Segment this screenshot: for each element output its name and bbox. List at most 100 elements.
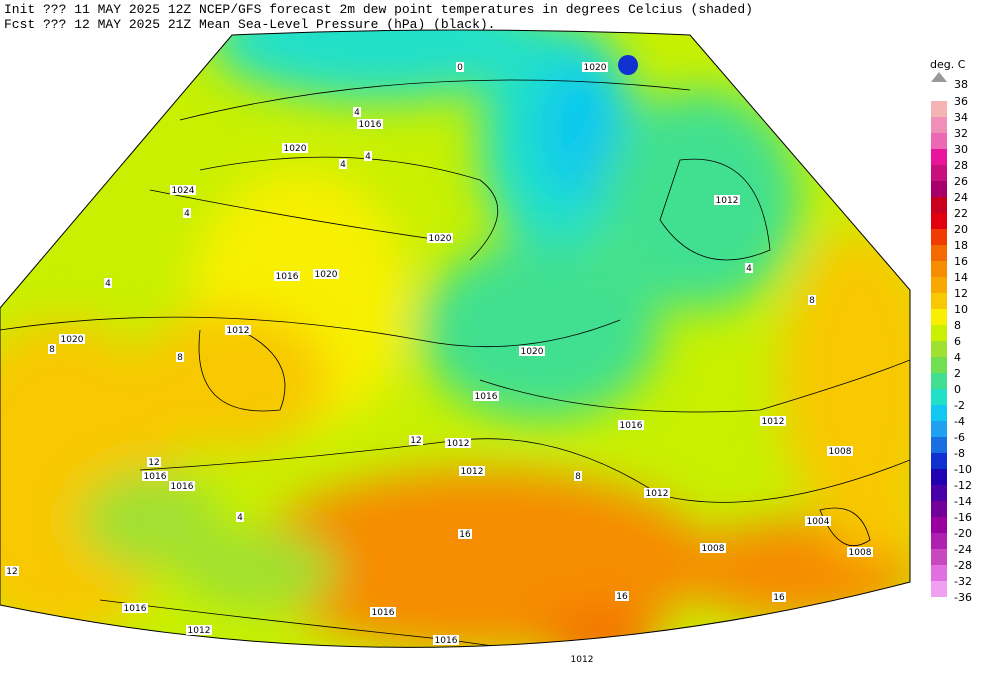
contour-label-text: 1012 xyxy=(227,326,250,336)
header-line: Fcst ??? 12 MAY 2025 21Z Mean Sea-Level … xyxy=(4,17,495,32)
colorbar-label: 8 xyxy=(954,319,961,332)
contour-label: 4 xyxy=(364,151,372,162)
contour-label-box xyxy=(456,62,464,72)
colorbar-label: -12 xyxy=(954,479,972,492)
contour-label-text: 1016 xyxy=(435,636,458,646)
contour-label: 1012 xyxy=(569,654,595,665)
contour-label: 1008 xyxy=(847,547,873,558)
contour-label-text: 1008 xyxy=(702,544,725,554)
colorbar-label: 12 xyxy=(954,287,968,300)
contour-label: 1016 xyxy=(433,635,459,646)
contour-label-box xyxy=(274,271,300,281)
contour-label-text: 8 xyxy=(575,472,581,482)
contour-label-box xyxy=(48,344,56,354)
contour-label-text: 4 xyxy=(340,160,346,170)
contour-label-box xyxy=(364,151,372,161)
colorbar-box xyxy=(931,485,947,501)
contour-label: 12 xyxy=(147,457,161,468)
contour-label: 1020 xyxy=(313,269,339,280)
colorbar-box xyxy=(931,453,947,469)
contour-label: 1016 xyxy=(122,603,148,614)
contour-label: 1016 xyxy=(618,420,644,431)
colorbar-label: 0 xyxy=(954,383,961,396)
colorbar-box xyxy=(931,517,947,533)
contour-label-box xyxy=(760,416,786,426)
contour-label-box xyxy=(370,607,396,617)
colorbar-label: -10 xyxy=(954,463,972,476)
contour-label-box xyxy=(574,471,582,481)
contour-label-box xyxy=(433,635,459,645)
contour-label-text: 1016 xyxy=(620,421,643,431)
colorbar-box xyxy=(931,469,947,485)
contour-label-box xyxy=(618,420,644,430)
colorbar-box xyxy=(931,421,947,437)
contour-label-text: 1012 xyxy=(447,439,470,449)
contour-label: 4 xyxy=(236,512,244,523)
colorbar-box xyxy=(931,133,947,149)
contour-label: 16 xyxy=(615,591,629,602)
contour-label-box xyxy=(458,529,472,539)
contour-label-box xyxy=(805,516,831,526)
contour-label-text: 1016 xyxy=(144,472,167,482)
contour-label-box xyxy=(459,466,485,476)
colorbar-box xyxy=(931,581,947,597)
colorbar-box xyxy=(931,181,947,197)
contour-label: 1016 xyxy=(274,271,300,282)
contour-label: 8 xyxy=(176,352,184,363)
contour-label: 0 xyxy=(456,62,464,73)
contour-label-text: 4 xyxy=(184,209,190,219)
colorbar-label: 22 xyxy=(954,207,968,220)
contour-label-text: 16 xyxy=(773,593,785,603)
contour-label: 1024 xyxy=(170,185,196,196)
colorbar-box xyxy=(931,293,947,309)
colorbar-box xyxy=(931,245,947,261)
contour-label: 4 xyxy=(339,159,347,170)
contour-label: 8 xyxy=(574,471,582,482)
colorbar-box xyxy=(931,117,947,133)
colorbar-box xyxy=(931,389,947,405)
contour-label-text: 1020 xyxy=(61,335,84,345)
colorbar-box xyxy=(931,197,947,213)
contour-label: 12 xyxy=(5,566,19,577)
contour-label-text: 1020 xyxy=(584,63,607,73)
contour-label-box xyxy=(339,159,347,169)
contour-label-text: 8 xyxy=(177,353,183,363)
contour-label-box xyxy=(104,278,112,288)
colorbar-label: 28 xyxy=(954,159,968,172)
contour-label-box xyxy=(282,143,308,153)
colorbar-arrow xyxy=(931,72,947,82)
contour-label-box xyxy=(519,346,545,356)
colorbar-label: 34 xyxy=(954,111,968,124)
contour-label-text: 1008 xyxy=(829,447,852,457)
contour-label-text: 4 xyxy=(746,264,752,274)
colorbar-label: 24 xyxy=(954,191,968,204)
contour-label-box xyxy=(409,435,423,445)
contour-label-box xyxy=(582,62,608,72)
colorbar-box xyxy=(931,501,947,517)
colorbar-box xyxy=(931,213,947,229)
contour-label-text: 0 xyxy=(457,63,463,73)
colorbar-box xyxy=(931,149,947,165)
colorbar-box xyxy=(931,165,947,181)
contour-label-text: 4 xyxy=(237,513,243,523)
contour-label: 16 xyxy=(772,592,786,603)
contour-label: 1016 xyxy=(370,607,396,618)
contour-label: 1020 xyxy=(427,233,453,244)
contour-label: 1020 xyxy=(59,334,85,345)
contour-label: 4 xyxy=(353,107,361,118)
colorbar-box xyxy=(931,549,947,565)
colorbar-label: 14 xyxy=(954,271,968,284)
map-border xyxy=(0,29,911,648)
contour-label: 12 xyxy=(409,435,423,446)
contour-label-box xyxy=(808,295,816,305)
colorbar-label: 4 xyxy=(954,351,961,364)
header-line: Init ??? 11 MAY 2025 12Z NCEP/GFS foreca… xyxy=(4,2,753,17)
contour-label-text: 1016 xyxy=(171,482,194,492)
contour-label-box xyxy=(313,269,339,279)
contour-label-text: 1016 xyxy=(124,604,147,614)
colorbar-box xyxy=(931,405,947,421)
contour-label-box xyxy=(142,471,168,481)
colorbar-box xyxy=(931,261,947,277)
